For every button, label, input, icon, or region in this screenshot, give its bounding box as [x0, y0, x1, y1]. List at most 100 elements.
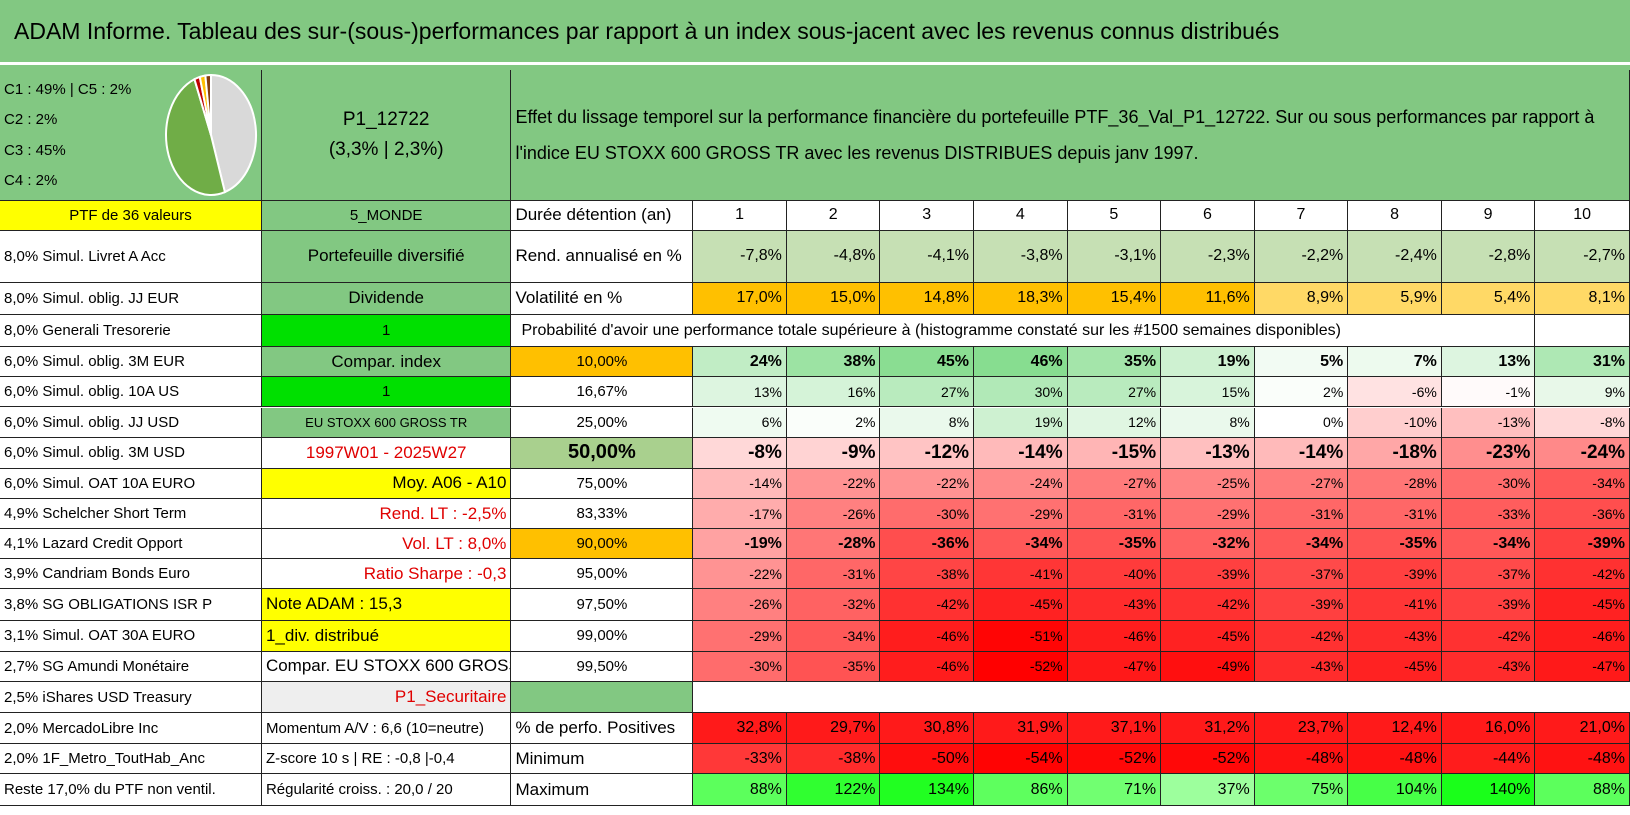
row-metric: 99,00%	[511, 620, 694, 652]
value-cell: -31%	[1067, 498, 1162, 530]
value-cell: -27%	[1254, 468, 1349, 499]
value-cell: 8,1%	[1535, 282, 1630, 315]
row-label: 3,8% SG OBLIGATIONS ISR P	[0, 589, 262, 621]
value-cell: -49%	[1161, 651, 1255, 682]
value-cell: -17%	[693, 498, 787, 530]
value-cell: 2	[786, 200, 881, 231]
value-cell: -41%	[1348, 589, 1442, 621]
row-metric: 99,50%	[511, 651, 694, 682]
row-info: Compar. EU STOXX 600 GROSS TR	[261, 651, 512, 682]
row-label: 8,0% Simul. Livret A Acc	[0, 230, 262, 283]
value-cell: -43%	[1441, 651, 1536, 682]
value-cell: -31%	[1348, 498, 1442, 530]
value-cell: 18,3%	[974, 282, 1068, 315]
row-info: Momentum A/V : 6,6 (10=neutre)	[261, 713, 512, 745]
value-cell: -33%	[1441, 498, 1536, 530]
row-metric: 83,33%	[511, 498, 694, 530]
value-cell: -2,3%	[1161, 230, 1255, 283]
row-info: P1_Securitaire	[261, 681, 512, 714]
value-cell: -14%	[693, 468, 787, 499]
portfolio: P1_12722	[342, 108, 430, 130]
value-cell: 134%	[880, 774, 975, 806]
empty-cell	[511, 681, 694, 714]
value-cell: 1	[693, 200, 787, 231]
row-label: PTF de 36 valeurs	[0, 200, 262, 231]
value-cell: -24%	[974, 468, 1068, 499]
pie-legend: C2 : 2%	[4, 111, 58, 129]
value-cell: -12%	[880, 437, 975, 469]
row-label: 6,0% Simul. OAT 10A EURO	[0, 468, 262, 499]
value-cell: -45%	[1535, 589, 1630, 621]
value-cell: 86%	[974, 774, 1068, 806]
value-cell: -34%	[1535, 468, 1630, 499]
value-cell: 12%	[1067, 407, 1162, 438]
value-cell: 8,9%	[1254, 282, 1349, 315]
value-cell: -32%	[1161, 529, 1255, 560]
value-cell: -25%	[1161, 468, 1255, 499]
value-cell: -30%	[880, 498, 975, 530]
value-cell: -32%	[786, 589, 881, 621]
value-cell: 16%	[786, 377, 881, 408]
value-cell: -45%	[974, 589, 1068, 621]
value-cell: -6%	[1348, 377, 1442, 408]
row-label: 6,0% Simul. oblig. 3M USD	[0, 437, 262, 469]
value-cell: -39%	[1161, 559, 1255, 590]
value-cell: -34%	[786, 620, 881, 652]
value-cell: -39%	[1348, 559, 1442, 590]
row-label: 8,0% Simul. oblig. JJ EUR	[0, 282, 262, 315]
value-cell: -42%	[1441, 620, 1536, 652]
value-cell: -54%	[974, 744, 1068, 775]
value-cell: -42%	[880, 589, 975, 621]
value-cell: 8%	[1161, 407, 1255, 438]
value-cell: -4,8%	[786, 230, 881, 283]
pie-legend: C1 : 49% | C5 : 2%	[4, 80, 132, 98]
value-cell: 6%	[693, 407, 787, 438]
value-cell: -22%	[880, 468, 975, 499]
row-metric: Durée détention (an)	[511, 200, 694, 231]
value-cell: -31%	[1254, 498, 1349, 530]
value-cell: -45%	[1161, 620, 1255, 652]
value-cell: 23,7%	[1254, 713, 1349, 745]
row-info: Rend. LT : -2,5%	[261, 498, 512, 530]
value-cell: -22%	[786, 468, 881, 499]
value-cell: 5,4%	[1441, 282, 1536, 315]
value-cell: -13%	[1441, 407, 1536, 438]
value-cell: -41%	[974, 559, 1068, 590]
row-metric: Rend. annualisé en %	[511, 230, 694, 283]
row-info: Vol. LT : 8,0%	[261, 529, 512, 560]
value-cell: 32,8%	[693, 713, 787, 745]
row-info: Note ADAM : 15,3	[261, 589, 512, 621]
row-label: 4,9% Schelcher Short Term	[0, 498, 262, 530]
value-cell: -4,1%	[880, 230, 975, 283]
value-cell: -35%	[1067, 529, 1162, 560]
pie-slice	[165, 77, 227, 196]
value-cell: 30,8%	[880, 713, 975, 745]
row-metric: 10,00%	[511, 347, 694, 378]
row-label: Reste 17,0% du PTF non ventil.	[0, 774, 262, 806]
value-cell: -36%	[880, 529, 975, 560]
value-cell: 6	[1161, 200, 1255, 231]
value-cell: 24%	[693, 347, 787, 378]
value-cell: -19%	[693, 529, 787, 560]
value-cell: 140%	[1441, 774, 1536, 806]
value-cell: 9%	[1535, 377, 1630, 408]
value-cell: 10	[1535, 200, 1630, 231]
pie	[165, 73, 258, 196]
row-info: Z-score 10 s | RE : -0,8 |-0,4	[261, 744, 512, 775]
value-cell: -15%	[1067, 437, 1162, 469]
value-cell: -29%	[693, 620, 787, 652]
value-cell: 15%	[1161, 377, 1255, 408]
row-metric: % de perfo. Positives	[511, 713, 694, 745]
value-cell: -10%	[1348, 407, 1442, 438]
portfolio-cell: P1_12722 (3,3% | 2,3%)	[261, 70, 512, 201]
row-label: 6,0% Simul. oblig. JJ USD	[0, 407, 262, 438]
value-cell: -37%	[1254, 559, 1349, 590]
value-cell: -1%	[1441, 377, 1536, 408]
value-cell: 13%	[693, 377, 787, 408]
value-cell: -13%	[1161, 437, 1255, 469]
value-cell: -2,8%	[1441, 230, 1536, 283]
value-cell: -28%	[1348, 468, 1442, 499]
row-label: 2,5% iShares USD Treasury	[0, 681, 262, 714]
empty-cell	[1535, 314, 1630, 348]
row-label: 2,7% SG Amundi Monétaire	[0, 651, 262, 682]
